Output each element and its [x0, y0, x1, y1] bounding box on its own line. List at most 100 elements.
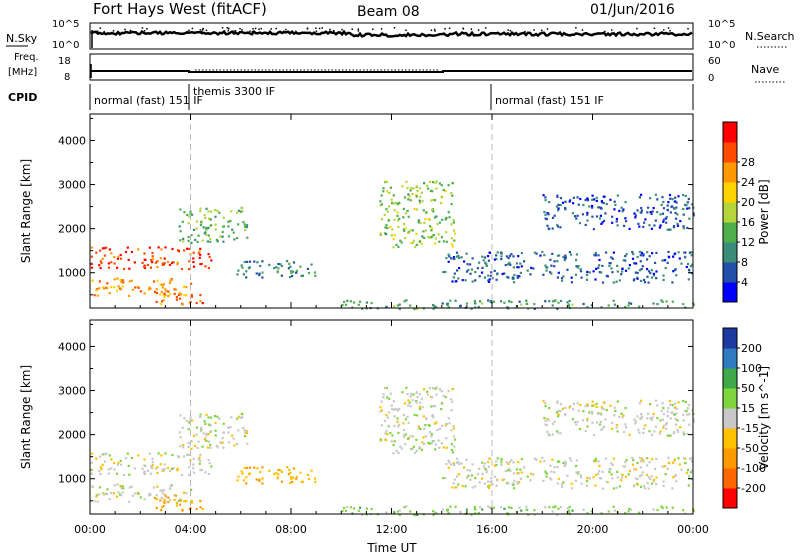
echo-cell	[679, 426, 682, 429]
echo-cell	[195, 301, 198, 305]
echo-cell	[424, 229, 427, 232]
echo-cell	[661, 212, 664, 215]
echo-cell	[447, 260, 450, 263]
echo-cell	[564, 254, 567, 257]
echo-cell	[171, 467, 174, 471]
echo-cell	[143, 292, 146, 295]
echo-cell	[518, 506, 521, 509]
echo-cell	[286, 260, 289, 263]
echo-cell	[246, 224, 249, 227]
echo-cell	[203, 438, 206, 441]
echo-cell	[160, 283, 164, 286]
echo-cell	[100, 467, 103, 471]
echo-cell	[670, 205, 673, 208]
echo-cell	[423, 221, 426, 224]
echo-cell	[510, 506, 513, 510]
echo-cell	[113, 461, 116, 465]
echo-cell	[393, 424, 396, 427]
echo-cell	[664, 473, 667, 476]
echo-cell	[447, 417, 450, 420]
noise-search-point	[448, 27, 451, 30]
echo-cell	[93, 294, 96, 297]
echo-cell	[200, 220, 203, 223]
echo-cell	[600, 271, 603, 274]
y-tick-label: 4000	[58, 134, 86, 147]
echo-cell	[440, 442, 443, 445]
echo-cell	[108, 292, 111, 295]
echo-cell	[291, 481, 294, 484]
echo-cell	[687, 278, 690, 281]
echo-cell	[406, 393, 409, 396]
echo-cell	[98, 470, 101, 473]
echo-cell	[509, 469, 512, 472]
echo-cell	[149, 472, 152, 475]
echo-cell	[692, 420, 695, 423]
echo-cell	[243, 223, 246, 226]
echo-cell	[686, 413, 689, 416]
echo-cell	[620, 412, 623, 415]
echo-cell	[185, 294, 188, 297]
echo-cell	[512, 255, 515, 258]
echo-cell	[642, 253, 645, 256]
echo-cell	[527, 307, 530, 310]
echo-cell	[386, 396, 389, 399]
echo-cell	[638, 475, 641, 478]
echo-cell	[639, 460, 642, 463]
echo-cell	[161, 286, 164, 289]
echo-cell	[627, 510, 630, 513]
echo-cell	[236, 479, 239, 482]
echo-cell	[390, 234, 393, 237]
echo-cell	[646, 417, 649, 420]
echo-cell	[346, 505, 349, 508]
echo-cell	[280, 274, 283, 277]
echo-cell	[152, 280, 156, 283]
echo-cell	[674, 458, 677, 461]
echo-cell	[385, 439, 388, 442]
echo-cell	[207, 234, 210, 237]
echo-cell	[548, 300, 551, 303]
echo-cell	[161, 468, 164, 471]
echo-cell	[520, 252, 523, 255]
echo-cell	[168, 487, 172, 490]
echo-cell	[675, 217, 678, 220]
echo-cell	[407, 193, 410, 196]
echo-cell	[202, 432, 205, 435]
echo-cell	[191, 213, 194, 216]
echo-cell	[487, 485, 490, 488]
echo-cell	[410, 393, 413, 396]
echo-cell	[154, 467, 157, 470]
echo-cell	[416, 190, 419, 193]
echo-cell	[655, 251, 658, 254]
echo-cell	[222, 240, 225, 243]
echo-cell	[653, 430, 656, 433]
echo-cell	[159, 257, 162, 260]
echo-cell	[597, 266, 600, 269]
echo-cell	[519, 262, 522, 265]
echo-cell	[562, 275, 565, 278]
echo-cell	[189, 416, 192, 419]
echo-cell	[621, 270, 624, 273]
echo-cell	[160, 509, 163, 512]
echo-cell	[442, 446, 445, 449]
echo-cell	[180, 473, 184, 477]
echo-cell	[665, 506, 668, 509]
echo-cell	[556, 260, 559, 263]
echo-cell	[301, 480, 304, 483]
echo-cell	[95, 251, 98, 254]
echo-cell	[478, 467, 481, 470]
echo-cell	[556, 194, 559, 197]
echo-cell	[509, 263, 512, 266]
echo-cell	[508, 300, 511, 303]
echo-cell	[465, 508, 468, 511]
echo-cell	[190, 501, 194, 504]
echo-cell	[548, 506, 551, 509]
echo-cell	[648, 255, 651, 258]
x-tick-label: 00:00	[74, 523, 106, 536]
echo-cell	[106, 282, 109, 285]
echo-cell	[508, 261, 511, 264]
echo-cell	[388, 205, 391, 208]
noise-search-point	[341, 28, 343, 31]
echo-cell	[163, 468, 166, 471]
echo-cell	[239, 416, 243, 419]
echo-cell	[663, 465, 666, 468]
